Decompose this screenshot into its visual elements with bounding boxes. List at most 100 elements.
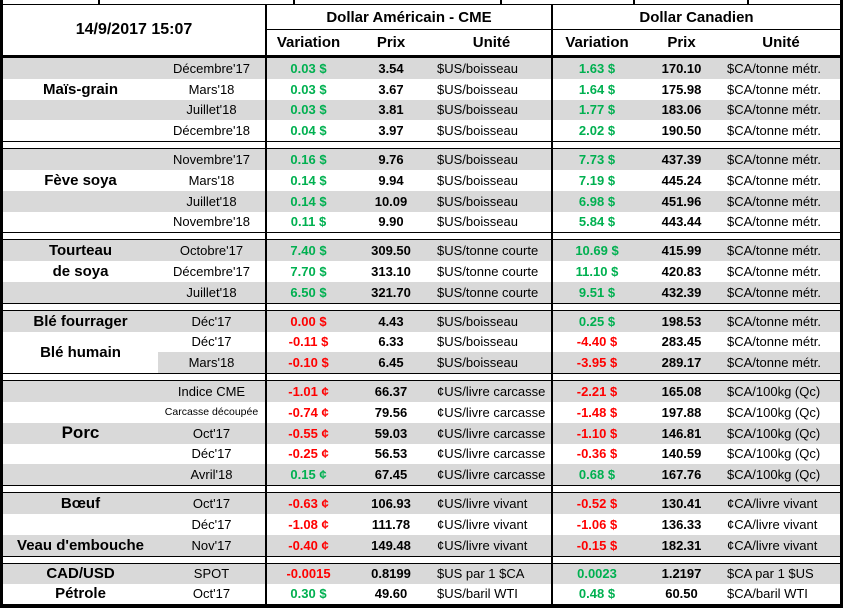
column-separator <box>551 5 553 55</box>
ca-unit-cell: $CA/100kg (Qc) <box>727 404 821 420</box>
row-stripe <box>3 281 840 303</box>
contract-month-cell: Juillet'18 <box>186 193 237 209</box>
contract-month-cell: Décembre'17 <box>173 264 250 280</box>
contract-month-cell: Indice CME <box>177 384 246 400</box>
contract-month-cell: Carcasse découpée <box>164 406 259 419</box>
us-price-cell: 106.93 <box>371 496 411 512</box>
us-variation-cell: -0.55 ¢ <box>288 425 329 441</box>
us-price-cell: 59.03 <box>374 425 408 441</box>
ca-unit-cell: $CA/100kg (Qc) <box>727 467 821 483</box>
table-header: 14/9/2017 15:07 Dollar Américain - CME D… <box>3 4 840 57</box>
row-stripe <box>3 352 840 374</box>
contract-month-cell: Déc'17 <box>191 446 232 462</box>
ca-price-cell: 175.98 <box>661 81 702 97</box>
us-variation-cell: 0.03 $ <box>290 81 327 97</box>
us-variation-cell: -0.40 ¢ <box>288 537 329 553</box>
block-porc: Porc Indice CME -1.01 ¢ 66.37 ¢US/livre … <box>3 380 840 487</box>
ca-variation-cell: 0.0023 <box>577 566 617 582</box>
ca-variation-cell: 10.69 $ <box>575 243 619 259</box>
us-group-header: Dollar Américain - CME <box>267 5 551 30</box>
ca-price-cell: 130.41 <box>661 496 702 512</box>
commodity-label: Bœuf <box>60 495 101 513</box>
column-separator <box>551 58 553 142</box>
ca-variation-cell: 11.10 $ <box>575 264 619 280</box>
row-stripe <box>3 493 840 514</box>
commodity-label: Tourteau <box>48 242 113 260</box>
contract-month-cell: Déc'17 <box>191 334 232 350</box>
us-variation-cell: 0.16 $ <box>290 152 327 168</box>
us-price-cell: 56.53 <box>374 446 408 462</box>
ca-variation-cell: 2.02 $ <box>578 123 616 139</box>
us-price-column-header: Prix <box>376 34 406 51</box>
ca-price-cell: 283.45 <box>661 334 702 350</box>
ca-unit-cell: $CA par 1 $US <box>727 566 814 582</box>
us-unit-cell: $US/baril WTI <box>437 586 518 602</box>
ca-unit-cell: $CA/100kg (Qc) <box>727 446 821 462</box>
tick-mark <box>98 0 100 4</box>
us-unit-cell: $US/boisseau <box>437 123 518 139</box>
datetime-header: 14/9/2017 15:07 <box>75 21 193 38</box>
contract-month-cell: Déc'17 <box>191 516 232 532</box>
us-price-cell: 321.70 <box>371 284 411 300</box>
column-separator <box>265 556 267 563</box>
ca-variation-cell: -2.21 $ <box>576 384 618 400</box>
ca-price-cell: 170.10 <box>661 60 702 76</box>
ca-unit-cell: $CA/tonne métr. <box>727 243 821 259</box>
row-stripe <box>3 422 840 444</box>
ca-price-cell: 60.50 <box>665 586 698 602</box>
ca-variation-cell: 0.25 $ <box>578 313 616 329</box>
ca-price-cell: 451.96 <box>661 193 702 209</box>
ca-variation-cell: 1.77 $ <box>578 102 616 118</box>
column-separator <box>551 303 553 310</box>
column-separator <box>265 58 267 142</box>
commodity-label: Blé fourrager <box>33 312 128 330</box>
ca-price-cell: 167.76 <box>661 467 702 483</box>
contract-month-cell: Novembre'17 <box>173 152 250 168</box>
us-variation-column-header: Variation <box>276 34 341 51</box>
us-unit-cell: ¢US/livre vivant <box>437 537 528 553</box>
ca-unit-cell: ¢CA/livre vivant <box>727 516 818 532</box>
us-price-cell: 67.45 <box>374 467 408 483</box>
column-separator <box>551 486 553 493</box>
ca-price-cell: 289.17 <box>661 355 702 371</box>
row-stripe <box>3 99 840 121</box>
us-price-cell: 3.81 <box>378 102 404 118</box>
row-stripe <box>3 190 840 212</box>
us-variation-cell: 0.15 ¢ <box>290 467 327 483</box>
ca-price-cell: 437.39 <box>661 152 702 168</box>
ca-variation-cell: 7.73 $ <box>578 152 616 168</box>
ca-variation-cell: -0.36 $ <box>576 446 618 462</box>
us-price-cell: 66.37 <box>374 384 408 400</box>
us-variation-cell: -0.74 ¢ <box>288 404 329 420</box>
block-ble: Blé fourrager Blé humain Déc'17 0.00 $ 4… <box>3 309 840 375</box>
us-unit-cell: ¢US/livre vivant <box>437 516 528 532</box>
block-gap <box>3 374 840 381</box>
us-price-cell: 9.76 <box>378 152 404 168</box>
column-separator <box>265 149 267 233</box>
commodity-label: Fève soya <box>44 171 117 189</box>
commodity-label: Maïs-grain <box>42 80 118 98</box>
us-unit-cell: $US/boisseau <box>437 60 518 76</box>
contract-month-cell: Novembre'18 <box>173 214 250 230</box>
contract-month-cell: SPOT <box>193 566 230 582</box>
us-unit-cell: ¢US/livre carcasse <box>437 446 546 462</box>
ca-variation-cell: 5.84 $ <box>578 214 616 230</box>
us-unit-cell: $US/boisseau <box>437 355 518 371</box>
commodity-label: de soya <box>52 263 109 281</box>
column-separator <box>551 374 553 381</box>
ca-unit-cell: $CA/tonne métr. <box>727 355 821 371</box>
us-variation-cell: -0.0015 <box>286 566 331 582</box>
us-unit-cell: $US/boisseau <box>437 313 518 329</box>
contract-month-cell: Avril'18 <box>190 467 233 483</box>
column-separator <box>551 493 553 556</box>
ca-unit-cell: $CA/tonne métr. <box>727 60 821 76</box>
column-separator <box>551 240 553 303</box>
us-price-cell: 6.33 <box>378 334 404 350</box>
column-separator <box>551 142 553 149</box>
column-separator <box>265 310 267 374</box>
us-variation-cell: 0.00 $ <box>290 313 327 329</box>
us-unit-cell: $US/tonne courte <box>437 264 539 280</box>
contract-month-cell: Mars'18 <box>188 355 235 371</box>
us-unit-cell: ¢US/livre vivant <box>437 496 528 512</box>
